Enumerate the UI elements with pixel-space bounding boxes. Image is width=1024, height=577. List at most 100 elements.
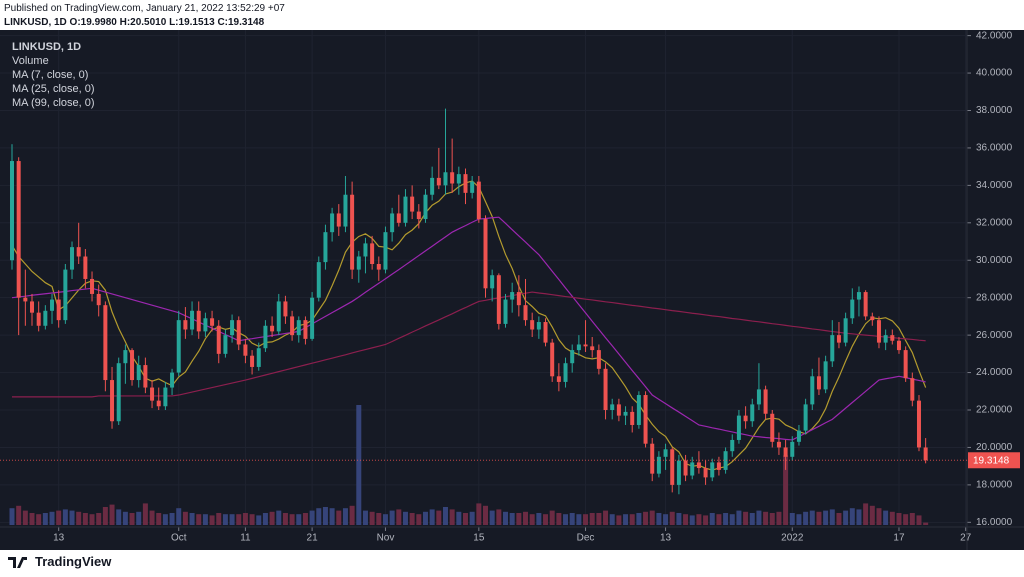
- volume-bar: [603, 510, 609, 525]
- volume-bar: [609, 514, 615, 525]
- y-tick-label: 42.0000: [976, 30, 1013, 41]
- volume-bar: [396, 509, 402, 525]
- volume-bar: [169, 513, 175, 525]
- volume-bar: [162, 514, 168, 525]
- candle-body: [870, 316, 875, 321]
- volume-bar: [122, 511, 128, 525]
- volume-bar: [116, 509, 122, 525]
- volume-bar: [916, 515, 922, 525]
- candle-body: [503, 299, 508, 324]
- volume-bar: [329, 508, 335, 525]
- candle-body: [523, 305, 528, 321]
- brand-name: TradingView: [35, 554, 112, 569]
- volume-bar: [322, 507, 328, 525]
- candle-body: [563, 363, 568, 382]
- volume-bar: [689, 515, 695, 525]
- candle-body: [350, 194, 355, 270]
- volume-bar: [289, 514, 295, 525]
- volume-bar: [249, 514, 255, 525]
- brand: TradingView: [8, 554, 111, 569]
- volume-bar: [176, 508, 182, 525]
- candle-body: [516, 292, 521, 306]
- volume-bar: [429, 509, 435, 525]
- candle-body: [330, 213, 335, 233]
- volume-bar: [749, 513, 755, 525]
- candle-body: [430, 177, 435, 195]
- candle-body: [30, 301, 35, 313]
- candle-body: [36, 312, 41, 326]
- candle-body: [903, 350, 908, 379]
- candle-body: [550, 342, 555, 377]
- volume-bar: [736, 510, 742, 525]
- candle-body: [876, 320, 881, 343]
- volume-bar: [369, 511, 375, 525]
- candle-body: [456, 174, 461, 184]
- candle-body: [356, 256, 361, 270]
- x-tick-label: 13: [660, 533, 672, 544]
- volume-bar: [409, 513, 415, 525]
- volume-bar: [342, 508, 348, 525]
- candle-body: [496, 275, 501, 324]
- y-tick-label: 40.0000: [976, 68, 1013, 79]
- y-tick-label: 26.0000: [976, 330, 1013, 341]
- volume-bar: [149, 510, 155, 525]
- volume-bar: [523, 511, 529, 525]
- candle-body: [530, 320, 535, 330]
- volume-bar: [269, 511, 275, 525]
- candle-body: [676, 460, 681, 485]
- candle-body: [670, 449, 675, 485]
- candle-body: [803, 404, 808, 431]
- volume-bar: [42, 513, 48, 525]
- volume-bar: [669, 511, 675, 525]
- legend-symbol: LINKUSD, 1D: [12, 41, 81, 53]
- volume-bar: [442, 507, 448, 525]
- candle-body: [603, 368, 608, 411]
- candle-body: [716, 462, 721, 470]
- volume-bar: [776, 511, 782, 525]
- candle-body: [836, 335, 841, 343]
- volume-bar: [242, 513, 248, 525]
- candle-body: [243, 344, 248, 356]
- candle-body: [216, 325, 221, 354]
- candle-body: [423, 194, 428, 220]
- candle-body: [696, 462, 701, 469]
- volume-bar: [723, 513, 729, 525]
- candle-body: [316, 262, 321, 298]
- candle-body: [596, 350, 601, 369]
- y-tick-label: 38.0000: [976, 105, 1013, 116]
- candle-body: [463, 174, 468, 193]
- candle-body: [703, 468, 708, 478]
- candle-body: [443, 172, 448, 186]
- volume-bar: [643, 511, 649, 525]
- volume-bar: [889, 511, 895, 525]
- candle-body: [290, 316, 295, 336]
- candle-body: [490, 275, 495, 289]
- candle-body: [570, 350, 575, 364]
- volume-bar: [189, 513, 195, 525]
- candle-body: [790, 441, 795, 457]
- candle-body: [823, 361, 828, 390]
- chart: 16.0000 18.0000 20.0000 22.0000 24.0000 26.00…: [0, 30, 1024, 550]
- volume-bar: [883, 510, 889, 525]
- candle-body: [263, 325, 268, 349]
- volume-bar: [262, 513, 268, 525]
- volume-bar: [556, 513, 562, 525]
- candle-body: [76, 247, 81, 257]
- x-tick-label: 15: [473, 533, 485, 544]
- volume-bar: [836, 513, 842, 525]
- volume-bar: [296, 514, 302, 525]
- volume-bar: [462, 513, 468, 525]
- candle-body: [616, 404, 621, 416]
- candle-body: [296, 320, 301, 336]
- candle-body: [843, 318, 848, 343]
- y-tick-label: 34.0000: [976, 180, 1013, 191]
- volume-bar: [543, 514, 549, 525]
- volume-bar: [683, 514, 689, 525]
- candle-body: [590, 346, 595, 351]
- volume-bar: [809, 510, 815, 525]
- volume-bar: [903, 514, 909, 525]
- y-tick-label: 22.0000: [976, 405, 1013, 416]
- volume-bar: [796, 514, 802, 525]
- candle-body: [323, 232, 328, 263]
- volume-bar: [309, 510, 315, 525]
